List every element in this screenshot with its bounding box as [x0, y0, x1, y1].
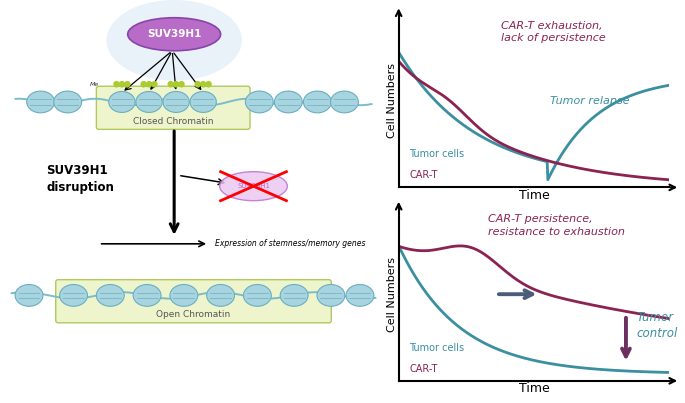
Ellipse shape: [346, 285, 374, 306]
Circle shape: [119, 81, 125, 87]
Circle shape: [114, 81, 119, 87]
Circle shape: [173, 81, 179, 87]
Text: SUV39H1: SUV39H1: [147, 29, 201, 39]
Text: Tumor
control: Tumor control: [637, 311, 678, 340]
Ellipse shape: [106, 0, 242, 81]
Ellipse shape: [243, 285, 271, 306]
Text: Tumor cells: Tumor cells: [410, 149, 464, 159]
Text: Closed Chromatin: Closed Chromatin: [133, 117, 214, 126]
Y-axis label: Cell Numbers: Cell Numbers: [387, 63, 397, 138]
Text: CAR-T: CAR-T: [410, 364, 438, 374]
Ellipse shape: [27, 91, 55, 113]
Circle shape: [179, 81, 184, 87]
Circle shape: [206, 81, 211, 87]
X-axis label: Time: Time: [519, 382, 549, 395]
Ellipse shape: [170, 285, 198, 306]
Circle shape: [201, 81, 206, 87]
Circle shape: [195, 81, 200, 87]
Ellipse shape: [54, 91, 82, 113]
Text: Me: Me: [90, 82, 99, 87]
Ellipse shape: [207, 285, 234, 306]
FancyBboxPatch shape: [97, 86, 250, 129]
Text: Tumor cells: Tumor cells: [410, 343, 464, 353]
Text: CAR-T exhaustion,
lack of persistence: CAR-T exhaustion, lack of persistence: [501, 21, 606, 44]
Text: Open Chromatin: Open Chromatin: [156, 310, 231, 319]
Circle shape: [168, 81, 173, 87]
Text: Expression of stemness/memory genes: Expression of stemness/memory genes: [215, 239, 365, 248]
X-axis label: Time: Time: [519, 189, 549, 202]
Y-axis label: Cell Numbers: Cell Numbers: [387, 257, 397, 332]
FancyBboxPatch shape: [55, 280, 332, 323]
Text: SUV39H1: SUV39H1: [237, 183, 270, 189]
Ellipse shape: [133, 285, 161, 306]
Text: CAR-T: CAR-T: [410, 170, 438, 180]
Ellipse shape: [163, 91, 189, 112]
Circle shape: [147, 81, 151, 87]
Ellipse shape: [220, 172, 288, 201]
Text: CAR-T persistence,
resistance to exhaustion: CAR-T persistence, resistance to exhaust…: [488, 214, 625, 237]
Ellipse shape: [97, 285, 124, 306]
Ellipse shape: [331, 91, 358, 113]
Text: Tumor relapse: Tumor relapse: [550, 96, 630, 106]
Ellipse shape: [317, 285, 345, 306]
Ellipse shape: [109, 91, 135, 112]
Ellipse shape: [190, 91, 216, 112]
Ellipse shape: [136, 91, 162, 112]
Text: SUV39H1
disruption: SUV39H1 disruption: [47, 164, 114, 194]
Ellipse shape: [127, 18, 221, 51]
Ellipse shape: [245, 91, 273, 113]
Circle shape: [125, 81, 130, 87]
Ellipse shape: [15, 285, 43, 306]
Circle shape: [141, 81, 146, 87]
Ellipse shape: [280, 285, 308, 306]
Ellipse shape: [60, 285, 88, 306]
Circle shape: [152, 81, 157, 87]
Ellipse shape: [275, 91, 302, 113]
Ellipse shape: [303, 91, 332, 113]
